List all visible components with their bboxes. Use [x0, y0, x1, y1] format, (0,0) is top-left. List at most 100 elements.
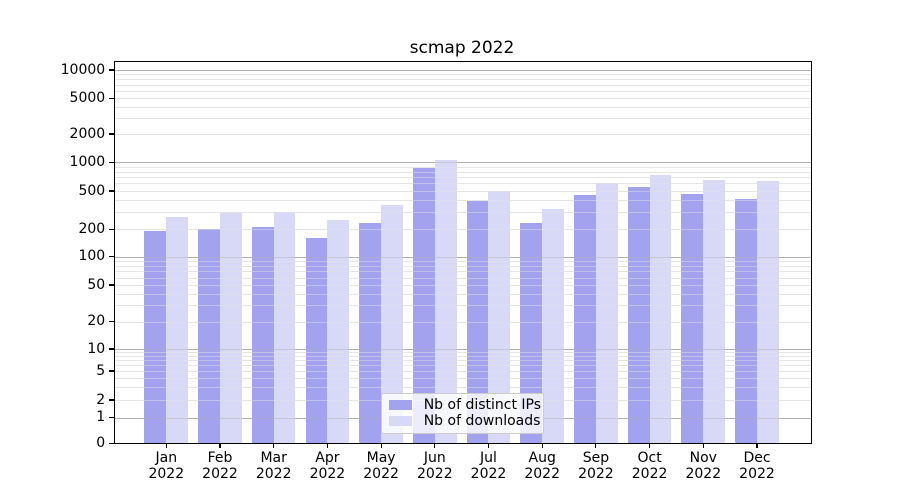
y-tick-label: 2000 [69, 125, 106, 142]
bar-jan-distinct-ips [144, 231, 167, 444]
gridline-minor [113, 229, 812, 231]
bar-jun-distinct-ips [412, 167, 435, 444]
gridline-major [113, 256, 812, 258]
gridline-minor [113, 191, 812, 192]
gridline-minor [113, 177, 812, 179]
bar-aug-downloads [542, 209, 564, 444]
legend-label-distinct-ips: Nb of distinct IPs [423, 396, 542, 413]
bar-jun-downloads [434, 160, 457, 444]
y-tick [109, 321, 114, 323]
gridline-minor [113, 106, 812, 108]
gridline-minor [113, 261, 812, 262]
bars-layer [114, 61, 812, 444]
gridline-minor [113, 90, 812, 92]
gridline-minor [113, 271, 812, 273]
bar-oct-distinct-ips [627, 187, 650, 444]
gridline-major [113, 349, 812, 350]
y-tick [109, 190, 114, 192]
gridline-minor [113, 261, 812, 262]
x-tick-label: Mar 2022 [255, 450, 292, 482]
legend: Nb of distinct IPs Nb of downloads [380, 392, 544, 434]
gridline-minor [113, 371, 812, 372]
x-tick [541, 443, 543, 449]
bar-dec-downloads [756, 181, 779, 444]
y-tick [109, 284, 114, 286]
y-tick [109, 256, 114, 258]
bar-sep-distinct-ips [574, 194, 596, 444]
gridline-minor [113, 378, 812, 380]
gridline-minor [113, 305, 812, 307]
y-tick-label: 1000 [69, 153, 106, 170]
gridline-minor [113, 171, 812, 173]
gridline-minor [113, 360, 812, 362]
x-tick [649, 443, 651, 449]
y-tick [109, 228, 114, 230]
y-tick-label: 1 [96, 409, 106, 425]
gridline-minor [113, 191, 812, 192]
bar-nov-downloads [703, 179, 726, 444]
x-tick [165, 443, 167, 449]
x-tick-label: Jul 2022 [470, 450, 507, 482]
gridline-minor [113, 293, 812, 295]
x-tick-label: Nov 2022 [685, 450, 722, 482]
gridline-minor [113, 360, 812, 362]
gridline-minor [113, 365, 812, 367]
bar-apr-distinct-ips [305, 238, 328, 444]
y-tick-label: 50 [87, 276, 106, 293]
bar-apr-downloads [327, 219, 350, 444]
x-tick [595, 443, 597, 449]
y-tick [109, 161, 114, 163]
gridline-major [113, 70, 812, 71]
legend-label-downloads: Nb of downloads [423, 413, 541, 430]
x-tick [326, 443, 328, 449]
gridline-minor [113, 84, 812, 86]
gridline-minor [113, 356, 812, 358]
gridline-major [113, 162, 812, 164]
x-tick [219, 443, 221, 449]
gridline-minor [113, 277, 812, 279]
y-tick [109, 442, 114, 445]
x-tick [380, 443, 382, 449]
y-tick-label: 10000 [60, 61, 106, 78]
bar-nov-distinct-ips [681, 193, 704, 444]
gridline-minor [113, 106, 812, 108]
bar-jan-downloads [166, 216, 189, 444]
gridline-minor [113, 293, 812, 295]
legend-swatch-downloads [388, 416, 412, 427]
gridline-minor [113, 387, 812, 389]
y-tick [109, 416, 114, 419]
bar-sep-downloads [595, 183, 618, 444]
gridline-minor [113, 183, 812, 185]
bar-jul-downloads [488, 191, 511, 444]
gridline-minor [113, 118, 812, 120]
gridline-minor [113, 90, 812, 92]
x-tick-label: Jun 2022 [416, 450, 453, 482]
grid-overlay-layer [113, 61, 812, 444]
gridline-minor [113, 365, 812, 367]
y-tick-label: 100 [78, 248, 106, 265]
gridline-minor [113, 134, 812, 135]
gridline-minor [113, 177, 812, 179]
y-tick [109, 370, 114, 372]
gridline-minor [113, 118, 812, 120]
legend-entry-downloads: Nb of downloads [388, 413, 541, 430]
gridline-minor [113, 212, 812, 214]
x-tick [273, 443, 275, 449]
bar-feb-distinct-ips [198, 229, 220, 444]
x-tick [487, 443, 490, 449]
gridline-minor [113, 265, 812, 267]
x-tick-label: Aug 2022 [524, 450, 560, 482]
gridline-minor [113, 74, 812, 76]
gridline-major [113, 256, 812, 258]
x-tick [756, 443, 758, 449]
bar-feb-downloads [219, 213, 242, 444]
gridline-minor [113, 74, 812, 76]
gridline-minor [113, 271, 812, 273]
chart-title: scmap 2022 [409, 38, 515, 58]
gridline-major [113, 162, 812, 164]
gridline-minor [113, 183, 812, 185]
gridline-minor [113, 321, 812, 323]
gridline-minor [113, 200, 812, 202]
gridline-minor [113, 305, 812, 307]
